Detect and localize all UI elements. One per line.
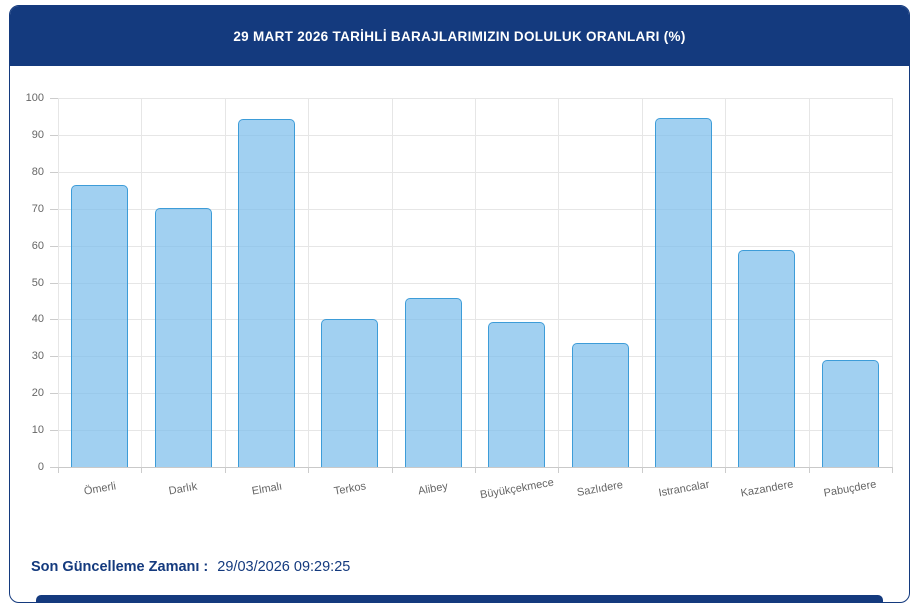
bar-büyükçekmece[interactable] <box>488 321 546 467</box>
last-update-value: 29/03/2026 09:29:25 <box>217 559 351 575</box>
bar-ömerli[interactable] <box>71 185 129 467</box>
gridline-vertical <box>892 98 893 467</box>
y-axis-label: 40 <box>31 313 44 326</box>
dashboard-card: 29 MART 2026 TARİHLİ BARAJLARIMIZIN DOLU… <box>9 5 910 603</box>
bar-istrancalar[interactable] <box>655 118 712 467</box>
y-axis-label: 30 <box>31 350 44 363</box>
x-axis-label: Elmalı <box>250 480 283 498</box>
last-update-label: Son Güncelleme Zamanı : <box>31 559 209 575</box>
bar-alibey[interactable] <box>404 297 462 467</box>
bar-kazandere[interactable] <box>738 250 796 467</box>
x-axis-tick <box>641 467 643 473</box>
x-axis-tick <box>725 467 727 473</box>
y-axis-tick <box>50 393 58 395</box>
x-axis-tick <box>141 467 143 473</box>
gridline-vertical <box>224 98 226 467</box>
y-axis-tick <box>50 134 58 136</box>
y-axis-tick <box>50 319 58 321</box>
x-axis-label: Pabuçdere <box>823 478 878 500</box>
y-axis-tick <box>50 467 58 468</box>
chart-title-bar: 29 MART 2026 TARİHLİ BARAJLARIMIZIN DOLU… <box>10 6 909 66</box>
y-axis-label: 100 <box>25 92 44 104</box>
x-axis-label: Ömerli <box>82 480 117 498</box>
gridline-vertical <box>58 98 59 467</box>
gridline-vertical <box>725 98 727 467</box>
x-axis-tick <box>58 467 59 473</box>
y-axis-tick <box>50 282 58 284</box>
x-axis-tick <box>892 467 893 473</box>
y-axis-label: 60 <box>31 239 44 252</box>
y-axis-label: 0 <box>37 461 44 473</box>
x-axis-tick <box>558 467 560 473</box>
bar-elmalı[interactable] <box>238 119 295 467</box>
bar-terkos[interactable] <box>321 319 379 467</box>
gridline-vertical <box>308 98 310 467</box>
gridline-vertical <box>558 98 560 467</box>
x-axis-tick <box>808 467 810 473</box>
gridline-vertical <box>808 98 810 467</box>
y-axis-tick <box>50 245 58 247</box>
bar-sazlıdere[interactable] <box>571 343 629 467</box>
gridline-vertical <box>641 98 643 467</box>
x-axis-tick <box>224 467 226 473</box>
y-axis-label: 90 <box>31 128 44 141</box>
last-update-row: Son Güncelleme Zamanı : 29/03/2026 09:29… <box>31 559 350 575</box>
bar-chart: 0 10 20 30 40 50 60 70 80 90 100 Ömerli Darlık Elmalı… <box>10 84 909 534</box>
x-axis-label: Alibey <box>417 480 450 498</box>
x-axis-label: Darlık <box>167 480 199 498</box>
x-axis-tick <box>475 467 476 473</box>
x-axis-tick <box>391 467 393 473</box>
bottom-bar <box>36 595 883 602</box>
y-axis-tick <box>50 430 58 432</box>
gridline-vertical <box>141 98 143 467</box>
y-axis-label: 80 <box>31 165 44 178</box>
x-axis-label: Büyükçekmece <box>478 476 555 502</box>
bar-pabuçdere[interactable] <box>821 359 879 467</box>
y-axis-tick <box>50 356 58 358</box>
y-axis-label: 50 <box>31 276 44 289</box>
gridline-vertical <box>391 98 393 467</box>
bar-darlık[interactable] <box>154 207 212 467</box>
y-axis-tick <box>50 98 58 99</box>
page-title: 29 MART 2026 TARİHLİ BARAJLARIMIZIN DOLU… <box>233 28 686 44</box>
x-axis-tick <box>308 467 310 473</box>
x-axis-label: Sazlıdere <box>576 479 625 499</box>
x-axis-label: Kazandere <box>739 478 795 500</box>
y-axis-label: 20 <box>31 387 44 400</box>
y-axis-label: 70 <box>31 202 44 215</box>
x-axis-label: Terkos <box>332 480 367 498</box>
y-axis-tick <box>50 208 58 210</box>
gridline-vertical <box>475 98 476 467</box>
y-axis-tick <box>50 171 58 173</box>
x-axis-label: Istrancalar <box>657 478 710 500</box>
y-axis-label: 10 <box>31 424 44 437</box>
